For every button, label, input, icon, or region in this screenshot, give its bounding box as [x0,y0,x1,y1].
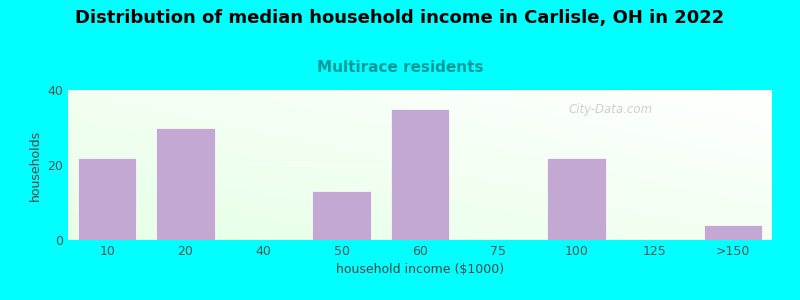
Bar [313,191,371,240]
Bar [78,158,137,240]
Text: Multirace residents: Multirace residents [317,60,483,75]
Y-axis label: households: households [29,129,42,201]
Bar [547,158,606,240]
Bar [703,225,762,240]
Bar [156,128,214,240]
X-axis label: household income ($1000): household income ($1000) [336,263,504,276]
Bar [390,109,450,240]
Text: Distribution of median household income in Carlisle, OH in 2022: Distribution of median household income … [75,9,725,27]
Text: City-Data.com: City-Data.com [568,103,652,116]
